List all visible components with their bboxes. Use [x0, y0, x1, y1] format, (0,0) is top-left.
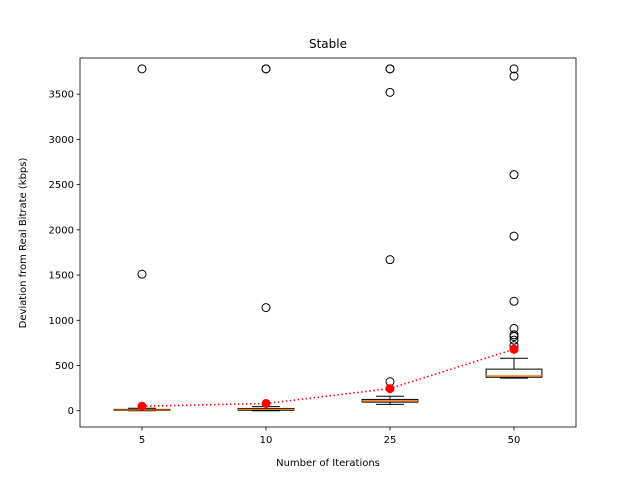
x-tick-label-25: 25 — [384, 435, 397, 446]
y-tick-label-0: 0 — [68, 406, 74, 417]
outlier-50-4 — [509, 330, 519, 340]
outlier-50-10 — [509, 64, 519, 74]
mean-point-10 — [261, 398, 271, 408]
y-tick-label-3000: 3000 — [49, 135, 74, 146]
mean-point-50 — [509, 344, 519, 354]
y-tick-label-3500: 3500 — [49, 90, 74, 101]
y-tick-label-1500: 1500 — [49, 271, 74, 282]
y-tick-label-2000: 2000 — [49, 225, 74, 236]
mean-point-5 — [137, 401, 147, 411]
y-axis: 0 500 1000 1500 2000 2500 3000 3500 — [49, 90, 80, 417]
x-tick-label-5: 5 — [139, 435, 145, 446]
y-axis-label: Deviation from Real Bitrate (kbps) — [18, 158, 29, 329]
outlier-50-5 — [509, 323, 519, 333]
x-axis: 5 10 25 50 — [139, 427, 521, 446]
x-tick-label-50: 50 — [508, 435, 521, 446]
outlier-50-7 — [509, 231, 519, 241]
x-tick-label-10: 10 — [260, 435, 273, 446]
y-tick-label-2500: 2500 — [49, 180, 74, 191]
box-50 — [485, 368, 543, 378]
outlier-50-9 — [509, 71, 519, 81]
mean-point-25 — [385, 384, 395, 394]
y-tick-label-1000: 1000 — [49, 316, 74, 327]
outlier-25-1 — [385, 255, 395, 265]
outlier-50-8 — [509, 170, 519, 180]
outlier-5-1 — [137, 64, 147, 74]
outlier-10-2 — [261, 64, 271, 74]
box-group-25 — [361, 64, 419, 405]
axes-frame — [79, 57, 577, 428]
outlier-50-2 — [509, 335, 519, 345]
chart-title: Stable — [309, 37, 347, 51]
outlier-10-0 — [261, 303, 271, 313]
outlier-25-4 — [385, 64, 395, 74]
y-tick-label-500: 500 — [55, 361, 74, 372]
x-axis-label: Number of Iterations — [276, 458, 380, 469]
outlier-50-6 — [509, 296, 519, 306]
outlier-25-2 — [385, 87, 395, 97]
outlier-5-0 — [137, 269, 147, 279]
plot-area — [113, 64, 543, 412]
